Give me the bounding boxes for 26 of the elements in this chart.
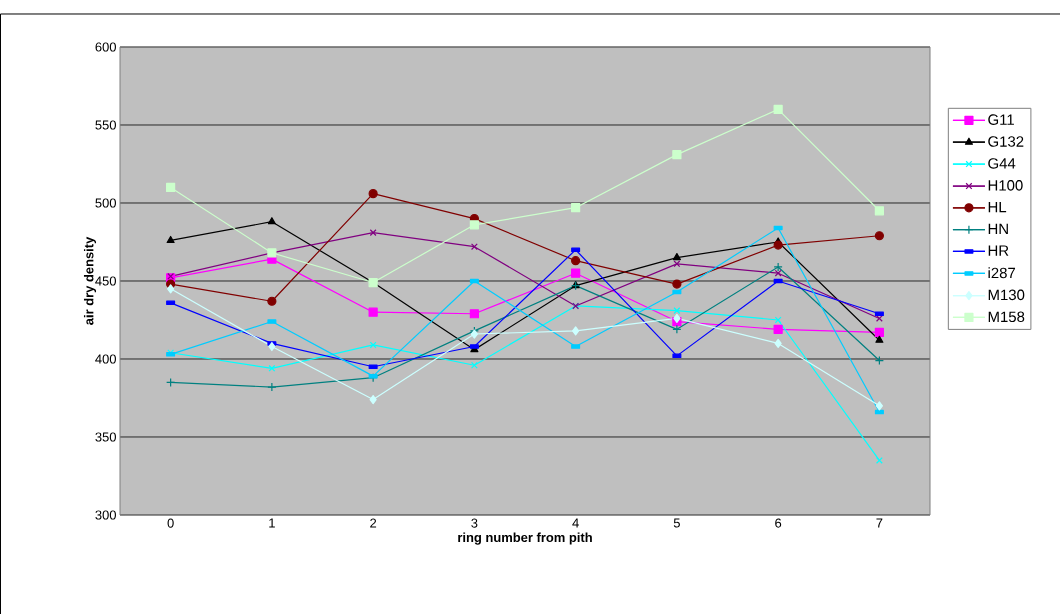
x-tick-label: 0 (167, 518, 174, 528)
x-tick-label: 3 (471, 518, 478, 528)
x-tick-label: 7 (876, 518, 883, 528)
x-tick-label: 1 (269, 518, 275, 528)
legend-label: HR (988, 245, 1009, 256)
y-tick-label: 600 (95, 42, 116, 52)
x-tick-label: 6 (775, 518, 782, 528)
x-tick-label: 5 (673, 518, 680, 528)
legend-label: H100 (988, 180, 1023, 191)
legend-label: G132 (988, 136, 1024, 147)
legend-label: G44 (988, 158, 1016, 169)
legend-label: i287 (988, 267, 1016, 279)
x-tick-label: 2 (370, 518, 377, 528)
legend-label: HN (988, 223, 1008, 235)
y-tick-label: 300 (95, 510, 116, 520)
y-tick-label: 450 (95, 276, 116, 286)
legend-label: M130 (988, 289, 1025, 301)
legend-label: G11 (988, 114, 1014, 125)
x-tick-label: 4 (572, 518, 579, 528)
y-tick-label: 500 (95, 198, 116, 208)
y-tick-label: 550 (95, 120, 116, 130)
y-tick-label: 350 (95, 432, 116, 442)
y-tick-label: 400 (95, 354, 116, 364)
legend-label: M158 (988, 311, 1025, 323)
legend-label: HL (988, 201, 1007, 213)
x-axis-title: ring number from pith (458, 532, 592, 545)
